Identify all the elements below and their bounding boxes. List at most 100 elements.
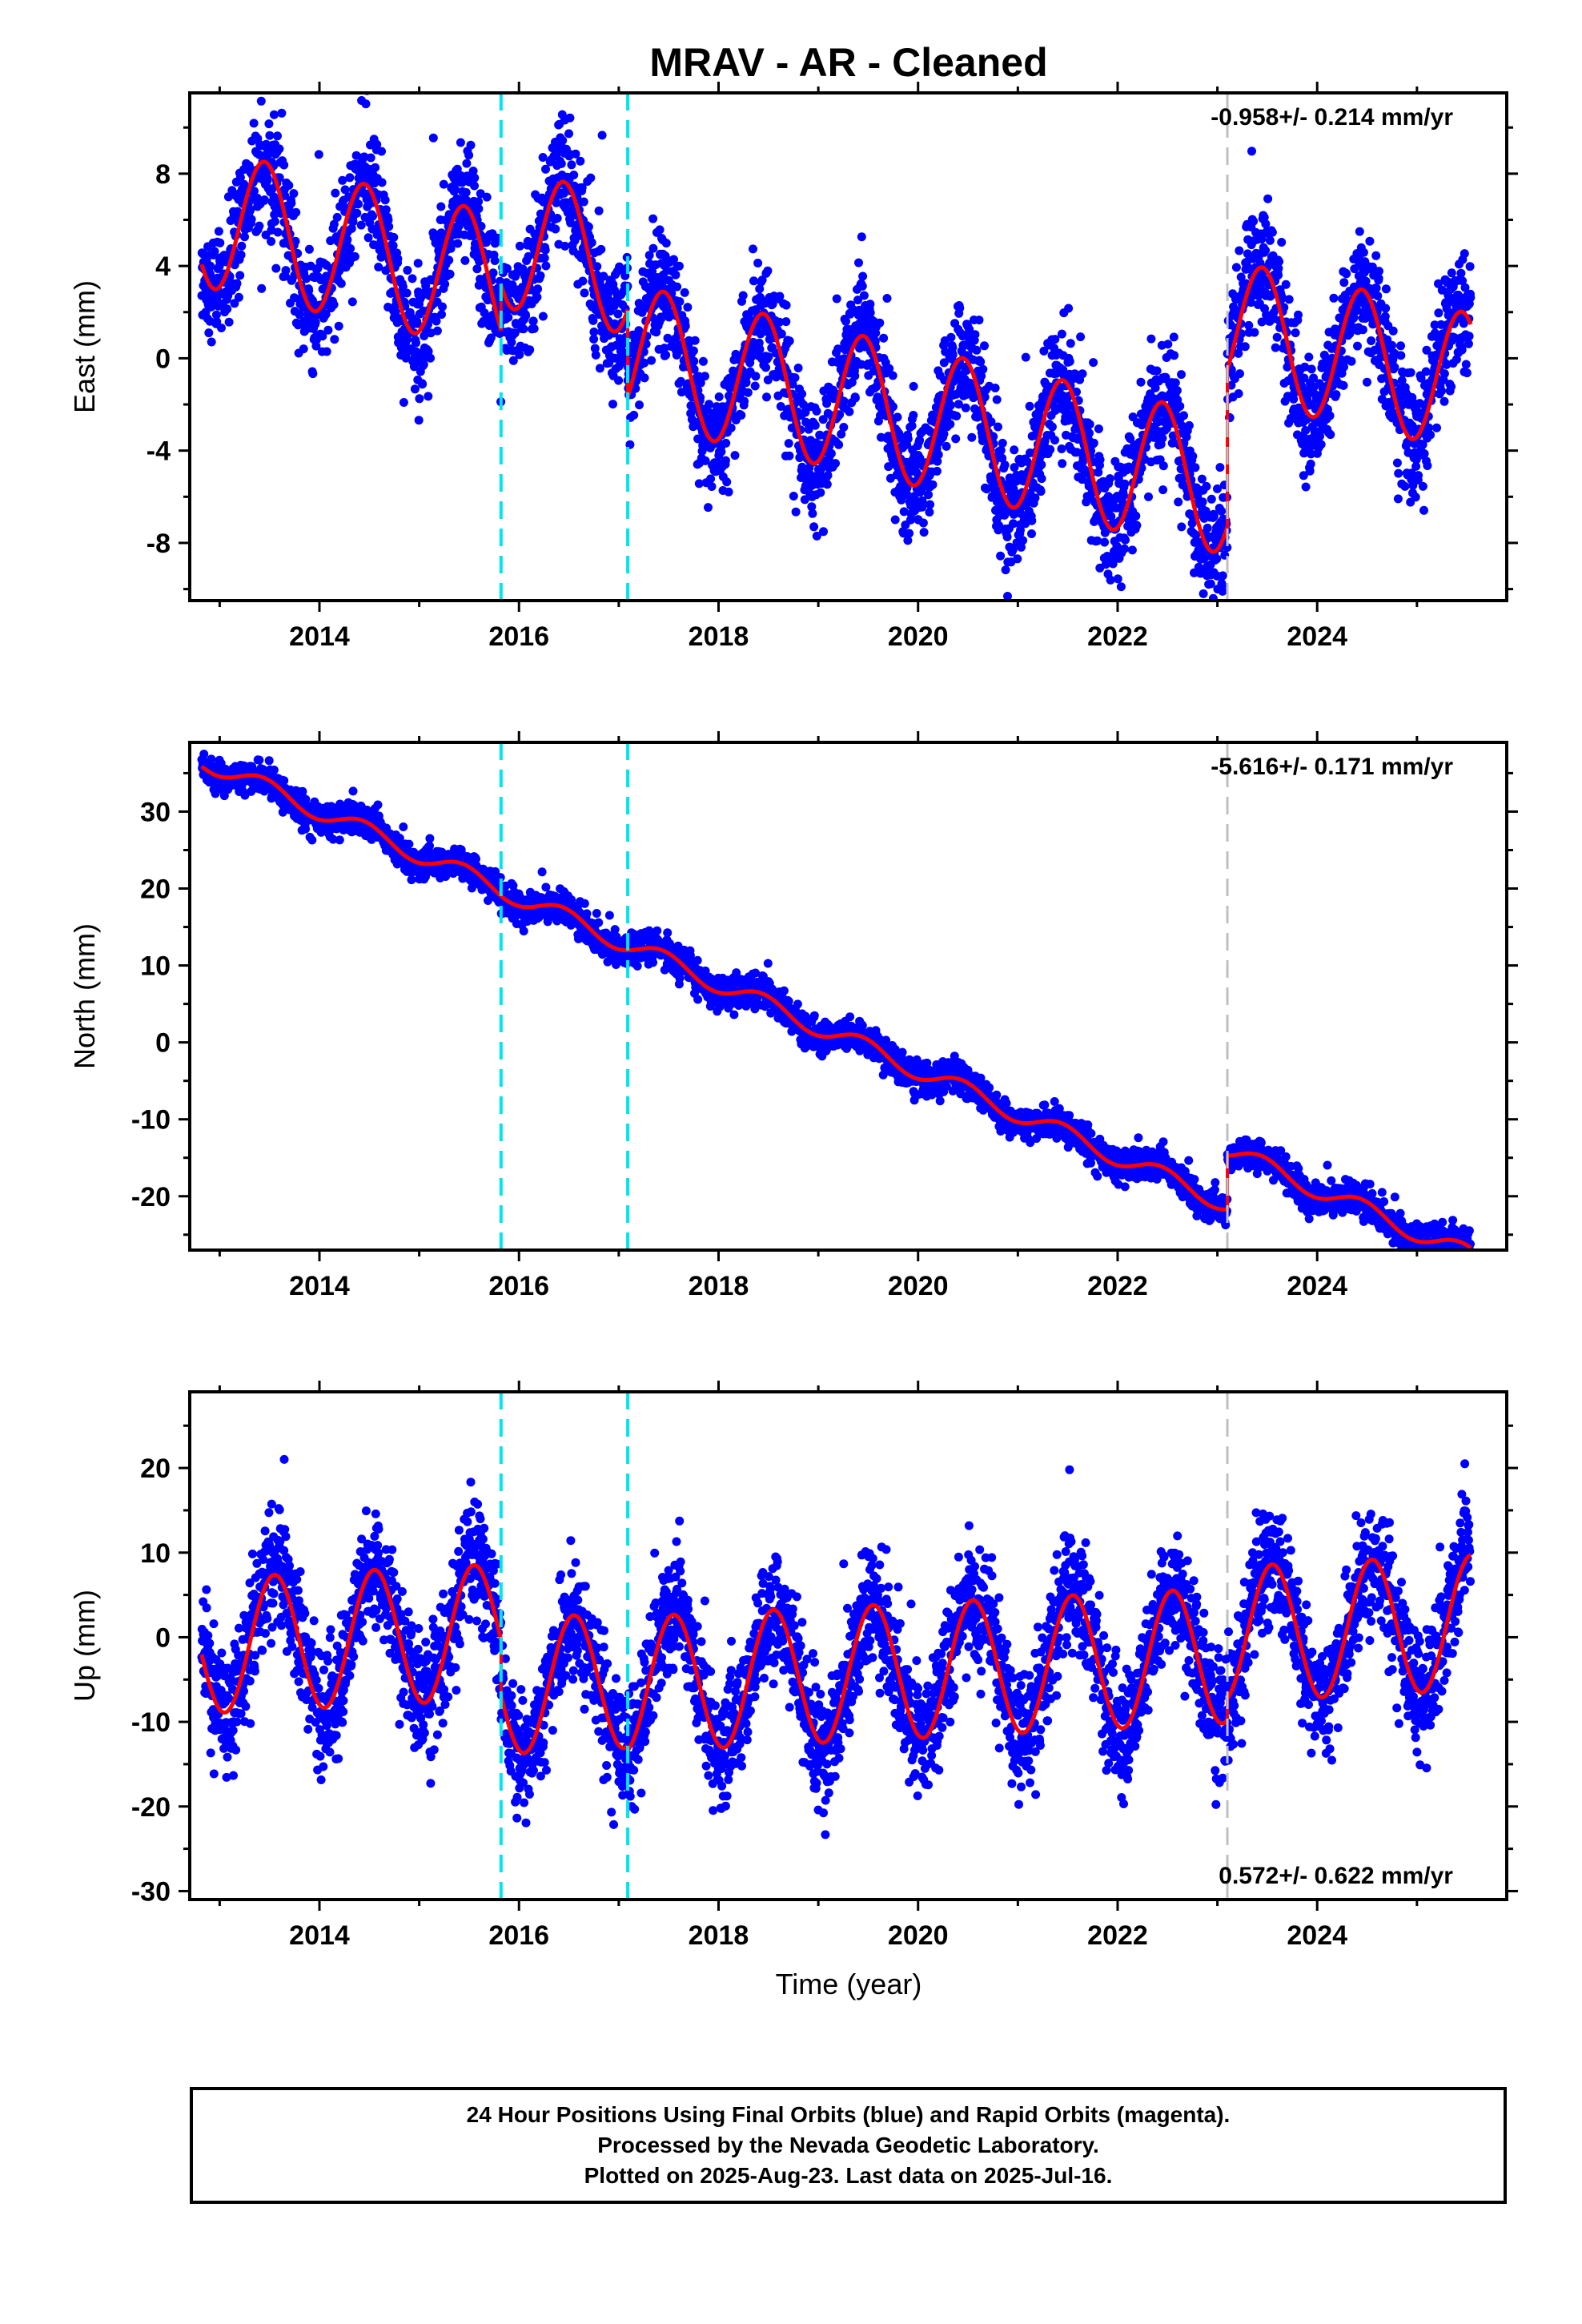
data-point bbox=[1172, 386, 1182, 396]
data-point bbox=[255, 755, 264, 765]
data-point bbox=[502, 263, 512, 273]
data-point bbox=[1388, 326, 1398, 336]
data-point bbox=[580, 288, 589, 298]
data-point bbox=[508, 356, 518, 365]
data-point bbox=[919, 528, 929, 537]
data-point bbox=[909, 381, 918, 391]
data-point bbox=[754, 338, 764, 348]
data-point bbox=[515, 241, 524, 251]
data-point bbox=[596, 244, 606, 254]
data-point bbox=[470, 181, 479, 191]
data-point bbox=[415, 394, 424, 404]
data-point bbox=[917, 502, 927, 512]
data-point bbox=[444, 255, 454, 265]
data-point bbox=[689, 356, 699, 366]
data-point bbox=[1217, 506, 1227, 516]
data-point bbox=[1263, 194, 1273, 203]
data-point bbox=[696, 378, 705, 388]
data-point bbox=[1381, 284, 1391, 294]
data-point bbox=[1089, 358, 1098, 368]
data-point bbox=[810, 420, 820, 430]
data-point bbox=[482, 192, 492, 202]
data-point bbox=[331, 188, 340, 198]
data-point bbox=[781, 300, 791, 310]
data-point bbox=[389, 232, 399, 242]
data-point bbox=[784, 439, 793, 448]
data-point bbox=[1057, 444, 1066, 453]
data-point bbox=[466, 140, 476, 150]
data-point bbox=[689, 346, 698, 356]
data-point bbox=[532, 292, 542, 302]
data-point bbox=[870, 336, 880, 346]
data-point bbox=[1281, 279, 1291, 289]
data-point bbox=[750, 381, 760, 391]
data-point bbox=[1120, 544, 1129, 553]
data-point bbox=[560, 241, 570, 251]
data-point bbox=[1175, 401, 1185, 411]
data-point bbox=[597, 131, 607, 140]
data-point bbox=[1271, 343, 1280, 352]
data-point bbox=[589, 328, 599, 336]
data-point bbox=[841, 316, 850, 326]
data-point bbox=[1021, 352, 1030, 362]
chart-title: MRAV - AR - Cleaned bbox=[649, 40, 1047, 85]
data-point bbox=[1119, 491, 1128, 501]
data-point bbox=[764, 352, 773, 362]
data-point bbox=[1465, 262, 1475, 271]
data-point bbox=[902, 490, 912, 500]
data-point bbox=[1100, 537, 1110, 547]
data-point bbox=[1277, 238, 1287, 247]
data-point bbox=[264, 756, 274, 766]
data-point bbox=[791, 507, 801, 517]
data-point bbox=[1414, 471, 1423, 480]
data-point bbox=[361, 99, 371, 109]
data-point bbox=[832, 294, 841, 304]
data-point bbox=[223, 192, 233, 202]
data-point bbox=[918, 518, 928, 528]
data-point bbox=[1394, 468, 1403, 478]
data-point bbox=[1144, 492, 1153, 501]
data-point bbox=[451, 185, 460, 195]
data-point bbox=[403, 266, 412, 275]
data-point bbox=[1434, 308, 1443, 318]
data-point bbox=[1249, 216, 1259, 226]
data-point bbox=[1095, 455, 1105, 464]
data-point bbox=[741, 378, 751, 388]
data-point bbox=[685, 336, 694, 345]
data-point bbox=[476, 222, 486, 231]
data-point bbox=[373, 800, 383, 810]
data-point bbox=[318, 332, 327, 341]
data-point bbox=[961, 403, 970, 412]
data-point bbox=[1094, 424, 1103, 433]
data-point bbox=[689, 364, 699, 374]
data-point bbox=[998, 438, 1007, 448]
data-point bbox=[1301, 482, 1311, 492]
data-point bbox=[1208, 605, 1217, 613]
y-axis-label: East (mm) bbox=[68, 280, 101, 413]
data-point bbox=[1152, 366, 1162, 376]
data-point bbox=[700, 372, 709, 381]
y-tick-label: -4 bbox=[147, 436, 171, 467]
data-point bbox=[974, 316, 984, 325]
data-point bbox=[907, 421, 917, 431]
data-point bbox=[263, 174, 272, 183]
data-point bbox=[1240, 342, 1250, 352]
data-point bbox=[559, 188, 568, 198]
data-point bbox=[939, 358, 949, 368]
data-point bbox=[781, 317, 791, 327]
data-point bbox=[424, 392, 433, 401]
data-point bbox=[671, 270, 681, 279]
data-point bbox=[540, 253, 549, 263]
data-point bbox=[640, 373, 649, 383]
data-point bbox=[1461, 360, 1471, 369]
data-point bbox=[763, 266, 773, 275]
data-point bbox=[224, 317, 234, 327]
data-point bbox=[1439, 396, 1449, 406]
data-point bbox=[857, 281, 867, 291]
data-point bbox=[955, 304, 965, 313]
data-point bbox=[655, 225, 665, 235]
data-point bbox=[683, 303, 693, 312]
data-point bbox=[577, 183, 587, 192]
data-point bbox=[541, 261, 551, 271]
